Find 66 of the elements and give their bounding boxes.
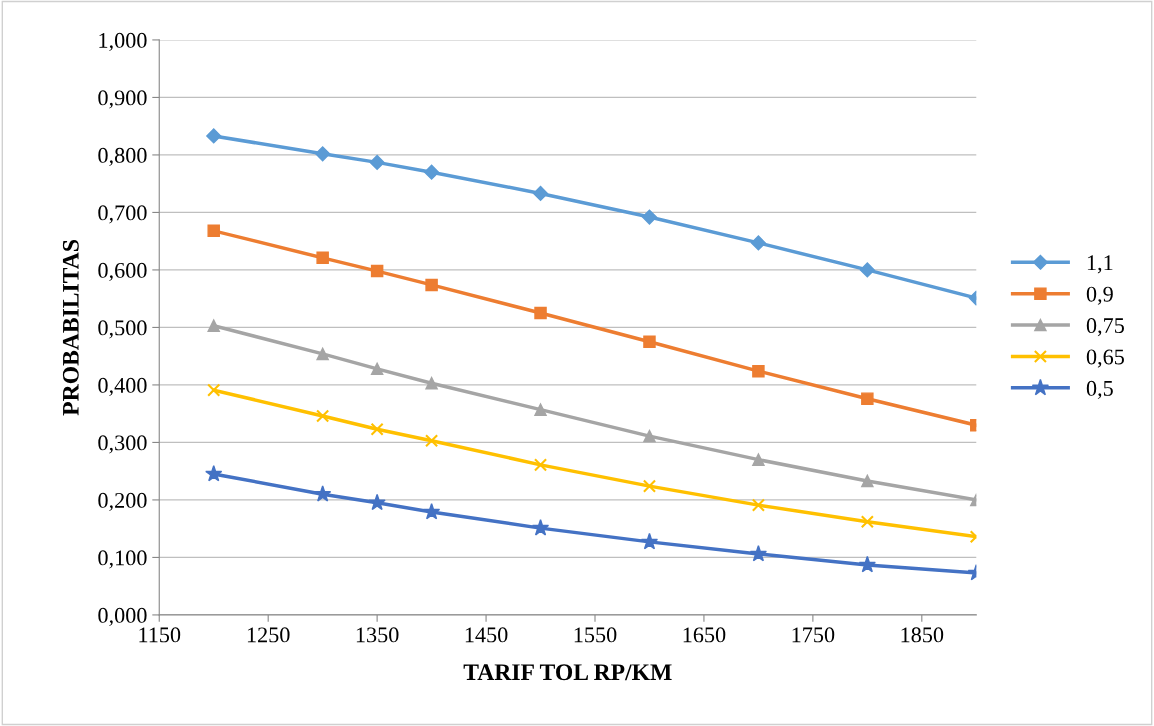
x-tick-label: 1250 (247, 627, 290, 643)
point (533, 458, 548, 472)
point (858, 555, 876, 573)
x-tick-label: 1150 (139, 627, 181, 643)
point (316, 251, 329, 265)
legend-label: 0,9 (1086, 286, 1113, 305)
point (861, 392, 874, 405)
legend-label: 0,5 (1086, 380, 1113, 400)
y-tick-label: 0,300 (98, 435, 147, 454)
point (206, 128, 222, 144)
point (861, 474, 874, 488)
y-tick-label: 0,500 (98, 320, 147, 339)
y-tick-label: 0,100 (98, 550, 147, 569)
point (859, 262, 875, 278)
point (424, 164, 440, 180)
x-axis-title: TARIF TOL RP/KM (463, 664, 672, 681)
y-tick-label: 0,000 (98, 607, 147, 627)
point (314, 485, 332, 502)
y-tick-label: 0,600 (98, 262, 147, 282)
point (207, 319, 220, 332)
point (422, 502, 441, 520)
y-tick-label: 0,900 (98, 90, 147, 109)
x-tick-label: 1450 (465, 627, 508, 643)
point (425, 376, 438, 390)
point (860, 515, 874, 529)
point (642, 479, 657, 493)
point (531, 519, 550, 536)
point (425, 278, 438, 292)
y-tick-label: 0,400 (98, 377, 147, 397)
point (643, 429, 656, 443)
point (752, 364, 765, 378)
y-tick-label: 0,200 (98, 492, 147, 512)
x-tick-label: 1550 (574, 627, 617, 643)
legend-label: 1,1 (1087, 255, 1113, 274)
x-tick-label: 1750 (792, 627, 835, 643)
point (643, 335, 656, 349)
point (750, 235, 766, 251)
y-tick-label: 1,000 (99, 32, 147, 52)
point (205, 465, 223, 482)
point (749, 544, 768, 562)
point (370, 422, 384, 436)
point (370, 264, 384, 278)
x-tick-label: 1350 (356, 627, 399, 643)
point (316, 347, 329, 361)
point (316, 409, 330, 423)
point (641, 209, 658, 225)
point (425, 434, 439, 448)
point (207, 224, 220, 238)
point (640, 532, 659, 550)
legend-label: 0,75 (1086, 318, 1124, 337)
point (370, 362, 384, 376)
point (534, 306, 547, 320)
point (751, 498, 765, 512)
point (207, 383, 221, 397)
point (315, 146, 331, 162)
point (752, 453, 765, 466)
legend-label: 0,65 (1086, 349, 1124, 368)
y-tick-label: 0,700 (98, 205, 147, 224)
y-tick-label: 0,800 (98, 147, 147, 167)
x-tick-label: 1650 (683, 627, 726, 643)
x-tick-label: 1850 (901, 627, 944, 643)
point (368, 493, 386, 511)
point (369, 154, 385, 170)
point (532, 185, 549, 202)
y-axis-title: PROBABILITAS (62, 240, 79, 416)
point (534, 403, 547, 416)
